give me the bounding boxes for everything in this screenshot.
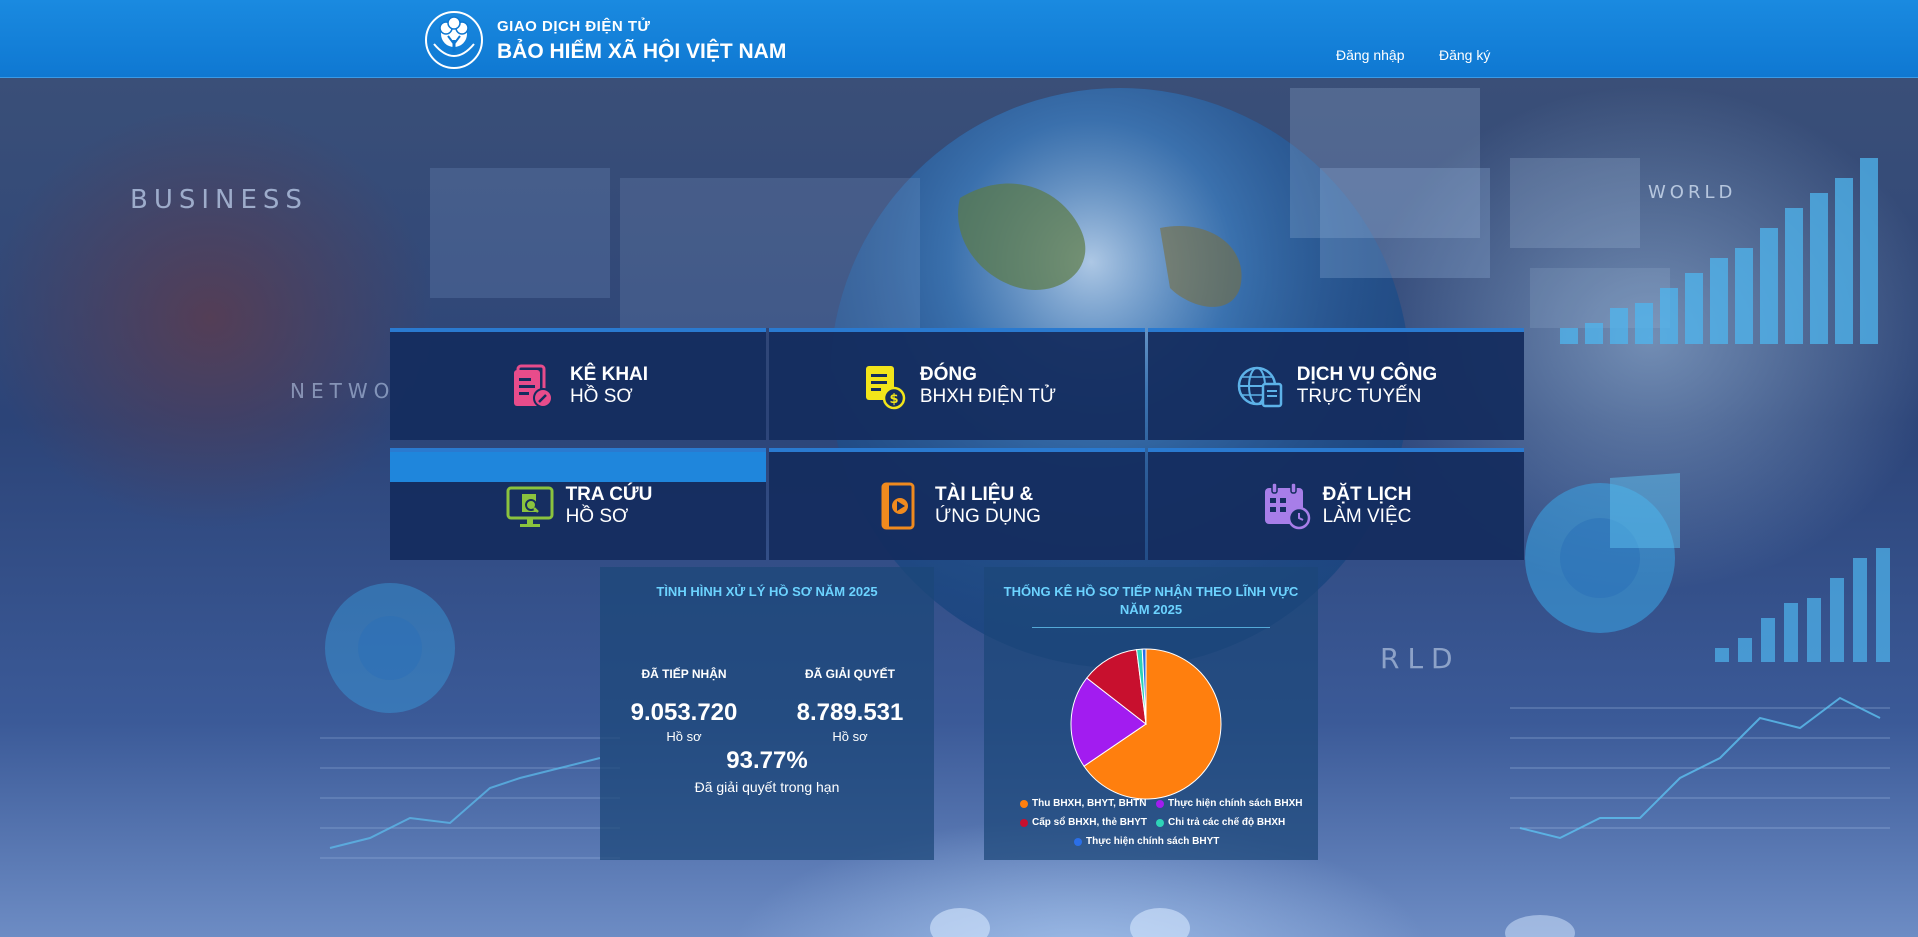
category-stats-panel: THỐNG KÊ HỒ SƠ TIẾP NHẬN THEO LĨNH VỰC N… bbox=[984, 567, 1318, 860]
bg-word-network: NETWO bbox=[290, 379, 395, 403]
tile-highlight-bar bbox=[390, 452, 766, 482]
tile-subtitle: HỒ SƠ bbox=[565, 506, 629, 527]
payment-doc-icon: $ bbox=[865, 366, 906, 410]
service-tiles: KÊ KHAI HỒ SƠ $ ĐÓNG BHXH ĐIỆN TỬ bbox=[390, 328, 1524, 562]
legend-label: Thu BHXH, BHYT, BHTN bbox=[1032, 798, 1147, 809]
bg-word-rld: RLD bbox=[1380, 642, 1461, 675]
pie-slice-4[interactable] bbox=[1141, 648, 1147, 725]
tile-title: TÀI LIỆU & bbox=[935, 484, 1034, 505]
received-label: ĐÃ TIẾP NHẬN bbox=[641, 667, 727, 681]
received-value: 9.053.720 bbox=[630, 699, 738, 726]
legend-dot bbox=[1156, 799, 1164, 808]
monitor-search-icon bbox=[506, 486, 554, 527]
pie-title-line1: THỐNG KÊ HỒ SƠ TIẾP NHẬN THEO LĨNH VỰC bbox=[1003, 584, 1299, 599]
tile-tai-lieu-ung-dung[interactable]: TÀI LIỆU & ỨNG DỤNG bbox=[769, 448, 1145, 560]
legend-dot bbox=[1020, 799, 1028, 808]
resolved-unit: Hồ sơ bbox=[832, 729, 868, 744]
bg-word-business: BUSINESS bbox=[130, 185, 308, 215]
tile-title: ĐÓNG bbox=[919, 364, 977, 385]
tile-tra-cuu-ho-so[interactable]: TRA CỨU HỒ SƠ bbox=[390, 448, 766, 560]
panel-title: TÌNH HÌNH XỬ LÝ HỒ SƠ NĂM 2025 bbox=[656, 584, 878, 599]
legend-label: Cấp sổ BHXH, thẻ BHYT bbox=[1032, 817, 1148, 828]
tile-dong-bhxh[interactable]: $ ĐÓNG BHXH ĐIỆN TỬ bbox=[769, 328, 1145, 440]
tile-subtitle: HỒ SƠ bbox=[569, 386, 633, 407]
bg-word-world: WORLD bbox=[1648, 182, 1736, 203]
pie-slice-1[interactable] bbox=[1070, 677, 1147, 767]
legend-item-2[interactable]: Cấp sổ BHXH, thẻ BHYT bbox=[1020, 817, 1147, 828]
received-unit: Hồ sơ bbox=[666, 729, 702, 744]
legend-dot bbox=[1156, 818, 1164, 827]
globe-doc-icon bbox=[1237, 366, 1283, 408]
processing-stats-panel: TÌNH HÌNH XỬ LÝ HỒ SƠ NĂM 2025 ĐÃ TIẾP N… bbox=[600, 567, 934, 860]
site-header: GIAO DỊCH ĐIỆN TỬ BẢO HIỂM XÃ HỘI VIỆT N… bbox=[0, 0, 1918, 78]
tile-ke-khai-ho-so[interactable]: KÊ KHAI HỒ SƠ bbox=[390, 328, 766, 440]
book-play-icon bbox=[881, 482, 915, 530]
login-link[interactable]: Đăng nhập bbox=[1336, 47, 1405, 63]
register-link[interactable]: Đăng ký bbox=[1439, 47, 1491, 63]
legend-label: Thực hiện chính sách BHXH bbox=[1168, 798, 1303, 809]
tile-dich-vu-cong[interactable]: DỊCH VỤ CÔNG TRỰC TUYẾN bbox=[1148, 328, 1524, 440]
legend-dot bbox=[1020, 818, 1028, 827]
tile-subtitle: BHXH ĐIỆN TỬ bbox=[919, 386, 1057, 407]
document-edit-icon bbox=[513, 364, 553, 408]
on-time-rate: 93.77% bbox=[726, 747, 808, 774]
pie-slice-2[interactable] bbox=[1086, 649, 1147, 726]
tile-subtitle: TRỰC TUYẾN bbox=[1296, 386, 1422, 407]
tile-title: ĐẶT LỊCH bbox=[1322, 484, 1412, 505]
legend-dot bbox=[1074, 837, 1082, 846]
legend-label: Thực hiện chính sách BHYT bbox=[1086, 836, 1220, 847]
brand-subtitle: GIAO DỊCH ĐIỆN TỬ bbox=[497, 18, 651, 35]
pie-slice-0[interactable] bbox=[1083, 648, 1222, 800]
resolved-label: ĐÃ GIẢI QUYẾT bbox=[804, 667, 895, 681]
tile-subtitle: ỨNG DỤNG bbox=[935, 506, 1041, 527]
title-divider bbox=[1032, 627, 1270, 628]
tile-title: KÊ KHAI bbox=[569, 364, 649, 385]
pie-title-line2: NĂM 2025 bbox=[1119, 602, 1183, 617]
calendar-clock-icon bbox=[1264, 482, 1310, 530]
tile-dat-lich-lam-viec[interactable]: ĐẶT LỊCH LÀM VIỆC bbox=[1148, 448, 1524, 560]
brand-title: BẢO HIỂM XÃ HỘI VIỆT NAM bbox=[497, 40, 787, 63]
legend-item-4[interactable]: Thực hiện chính sách BHYT bbox=[1074, 836, 1219, 847]
svg-text:$: $ bbox=[889, 392, 898, 407]
bhxh-logo-icon[interactable] bbox=[424, 10, 484, 70]
legend-item-0[interactable]: Thu BHXH, BHYT, BHTN bbox=[1020, 798, 1146, 809]
resolved-value: 8.789.531 bbox=[796, 699, 904, 726]
tile-title: TRA CỨU bbox=[565, 484, 653, 505]
tile-subtitle: LÀM VIỆC bbox=[1322, 506, 1412, 527]
legend-item-1[interactable]: Thực hiện chính sách BHXH bbox=[1156, 798, 1302, 809]
tile-title: DỊCH VỤ CÔNG bbox=[1296, 364, 1438, 385]
on-time-rate-label: Đã giải quyết trong hạn bbox=[694, 779, 840, 795]
pie-chart bbox=[1070, 648, 1222, 800]
legend-item-3[interactable]: Chi trả các chế độ BHXH bbox=[1156, 817, 1285, 828]
legend-label: Chi trả các chế độ BHXH bbox=[1168, 817, 1286, 828]
